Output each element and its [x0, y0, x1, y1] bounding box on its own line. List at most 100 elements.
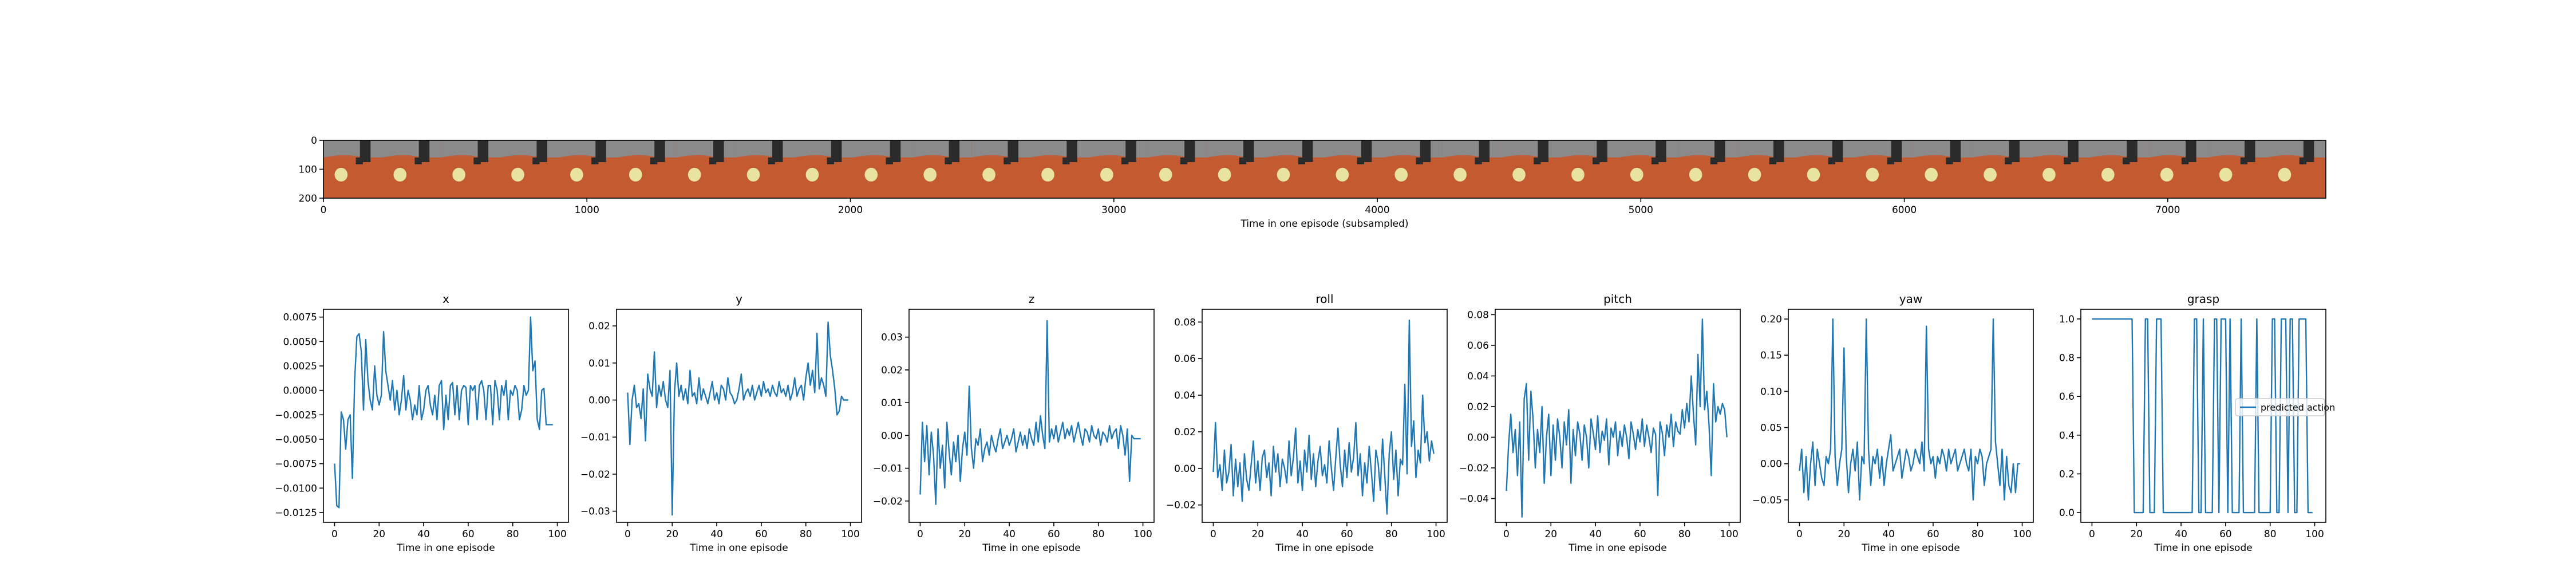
frame-thumbnail: [2208, 140, 2267, 198]
frame-thumbnail: [618, 140, 677, 198]
y-tick-label: 0.05: [1760, 423, 1782, 434]
x-axis-label: Time in one episode: [396, 542, 495, 554]
frame-gripper: [477, 140, 489, 162]
frame-gripper: [1479, 140, 1490, 162]
frame-object: [1394, 168, 1408, 182]
frame-object: [746, 168, 760, 182]
x-tick-label: 100: [1133, 529, 1152, 540]
x-tick-label: 100: [2305, 529, 2324, 540]
y-tick-label: 0.8: [2059, 353, 2075, 364]
frame-wall: [559, 140, 618, 157]
frame-wall: [1089, 140, 1148, 157]
frame-thumbnail: [1854, 140, 1914, 198]
series-line-yaw: [1799, 318, 2020, 501]
frame-gripper: [2009, 140, 2020, 162]
y-tick-label: 0.08: [1174, 317, 1196, 328]
x-tick-label: 60: [1048, 529, 1060, 540]
frame-object: [334, 168, 348, 182]
frame-gripper: [1714, 140, 1725, 162]
frame-wall: [1383, 140, 1443, 157]
series-line-roll: [1212, 320, 1435, 515]
frame-thumbnail: [1383, 140, 1443, 198]
frame-gripper-finger: [473, 157, 481, 164]
frame-table: [2090, 155, 2150, 198]
frame-gripper-finger: [2181, 157, 2189, 164]
frame-gripper-finger: [1003, 157, 1011, 164]
frame-gripper-finger: [945, 157, 952, 164]
frame-table: [618, 155, 677, 198]
frame-gripper-finger: [1121, 157, 1129, 164]
frame-wall: [1325, 140, 1384, 157]
frame-gripper: [1773, 140, 1784, 162]
y-tick-label: 0.15: [1760, 350, 1782, 361]
subplot-frame: [908, 309, 1155, 523]
subplot-frame: [616, 309, 862, 523]
y-tick-label: 0.02: [588, 321, 610, 332]
frame-object: [1630, 168, 1643, 182]
frame-object: [923, 168, 937, 182]
frame-object: [1984, 168, 1997, 182]
frame-gripper-finger: [1357, 157, 1364, 164]
frame-table: [1737, 155, 1796, 198]
x-tick-label: 20: [1544, 529, 1557, 540]
frame-gripper: [831, 140, 842, 162]
frame-thumbnail: [1913, 140, 1973, 198]
frame-thumbnail: [1737, 140, 1796, 198]
frame-wall: [500, 140, 559, 157]
y-tick-label: 0.2: [2059, 468, 2075, 480]
frame-gripper-finger: [1062, 157, 1070, 164]
strip-x-tick-label: 0: [321, 204, 327, 216]
y-tick-label: −0.0100: [275, 483, 317, 494]
frame-gripper-finger: [355, 157, 363, 164]
subplot-x: x 0 20 40 60 80 100 −0.0125 −0.0100 −0.0075 −0.005…: [275, 292, 569, 554]
x-tick-label: 60: [1927, 529, 1939, 540]
x-axis-label: Time in one episode: [1568, 542, 1666, 554]
x-tick-label: 40: [1589, 529, 1602, 540]
y-tick-label: 0.02: [1174, 427, 1196, 438]
y-tick-label: −0.01: [873, 463, 903, 475]
frame-gripper: [359, 140, 371, 162]
y-tick-label: −0.04: [1459, 494, 1489, 505]
frame-thumbnail: [736, 140, 795, 198]
y-tick-label: −0.02: [1166, 500, 1196, 511]
legend-box: [2235, 398, 2325, 416]
frame-table: [1030, 155, 1089, 198]
frame-object: [1748, 168, 1761, 182]
frame-gripper-finger: [1475, 157, 1482, 164]
x-tick-label: 40: [2175, 529, 2187, 540]
frame-wall: [2031, 140, 2091, 157]
x-tick-label: 40: [417, 529, 430, 540]
y-tick-label: 0.10: [1760, 386, 1782, 397]
frame-gripper-finger: [827, 157, 834, 164]
frame-wall: [2267, 140, 2326, 157]
frame-table: [853, 155, 912, 198]
frame-wall: [441, 140, 500, 157]
frame-table: [795, 155, 854, 198]
frame-gripper: [418, 140, 430, 162]
frame-object: [1925, 168, 1938, 182]
x-tick-label: 40: [710, 529, 723, 540]
frame-thumbnail: [1325, 140, 1384, 198]
frame-gripper-finger: [591, 157, 599, 164]
frame-gripper-finger: [2240, 157, 2248, 164]
subplot-title: yaw: [1899, 292, 1922, 306]
frame-wall: [736, 140, 795, 157]
frame-wall: [912, 140, 971, 157]
x-tick-label: 80: [2264, 529, 2277, 540]
y-tick-label: 0.03: [881, 332, 903, 344]
y-tick-label: 0.20: [1760, 314, 1782, 325]
x-tick-label: 20: [958, 529, 971, 540]
frame-wall: [1619, 140, 1678, 157]
strip-x-tick-label: 7000: [2155, 204, 2180, 216]
subplot-frame: [323, 309, 569, 523]
frame-object: [864, 168, 878, 182]
frame-table: [441, 155, 500, 198]
x-tick-label: 0: [2089, 529, 2095, 540]
frame-gripper-finger: [1887, 157, 1894, 164]
y-tick-label: 0.08: [1467, 309, 1489, 321]
x-tick-label: 80: [1385, 529, 1398, 540]
x-tick-label: 20: [2130, 529, 2143, 540]
frame-wall: [853, 140, 912, 157]
x-tick-label: 40: [1882, 529, 1895, 540]
